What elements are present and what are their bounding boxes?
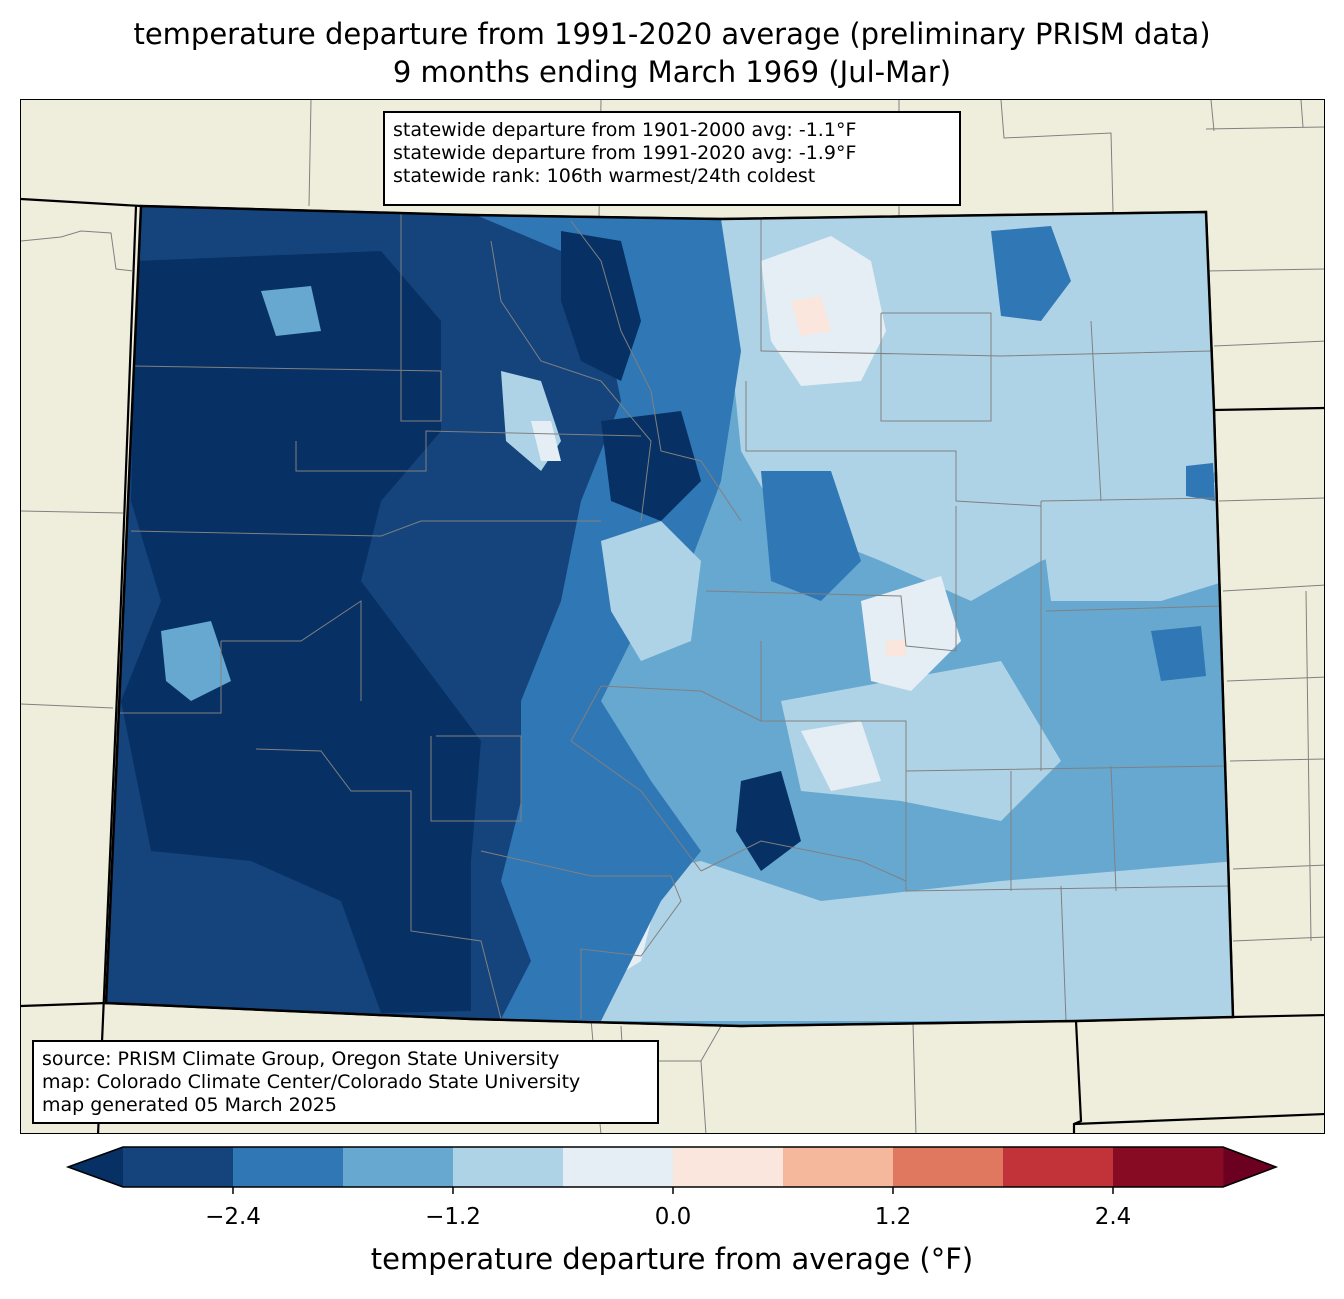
source-line-map: map: Colorado Climate Center/Colorado St… xyxy=(42,1071,581,1093)
temperature-departure-field xyxy=(106,206,1233,1026)
colorbar-bin-5 xyxy=(673,1147,784,1187)
contour-valley-light-2 xyxy=(601,521,701,661)
colorbar-bin-7 xyxy=(893,1147,1004,1187)
contour-valley-light-3 xyxy=(161,621,231,701)
colorbar-tick-label: 2.4 xyxy=(1094,1204,1132,1230)
contour-se-light xyxy=(1041,481,1226,601)
stats-line-rank: statewide rank: 106th warmest/24th colde… xyxy=(393,165,816,187)
colorbar-tick-label: −2.4 xyxy=(205,1204,261,1230)
utah-border xyxy=(96,205,138,1133)
colorbar-bin-2 xyxy=(343,1147,454,1187)
colorbar-over-extension xyxy=(1223,1147,1276,1187)
colorbar-bin-8 xyxy=(1003,1147,1114,1187)
contour-valley-light-5 xyxy=(531,421,561,461)
contour-sawatch-darkest xyxy=(601,411,701,521)
contour-north-darkest xyxy=(561,231,641,381)
colorbar-bin-9 xyxy=(1113,1147,1224,1187)
colorbar xyxy=(65,1146,1279,1194)
contour-sw-plains-light xyxy=(561,861,1233,1021)
colorbar-tick-label: 0.0 xyxy=(654,1204,692,1230)
colorbar-tick-label: 1.2 xyxy=(874,1204,912,1230)
colorbar-bin-3 xyxy=(453,1147,564,1187)
contour-e-blue xyxy=(1151,626,1206,681)
map-title-line-2: 9 months ending March 1969 (Jul-Mar) xyxy=(392,55,952,89)
stats-line-1901-2000: statewide departure from 1901-2000 avg: … xyxy=(393,119,857,141)
contour-central-neutral xyxy=(861,576,961,691)
contour-warm-ne xyxy=(791,296,831,336)
contour-warm-central xyxy=(886,639,906,656)
map-title-line-1: temperature departure from 1991-2020 ave… xyxy=(133,17,1211,51)
colorbar-bin-6 xyxy=(783,1147,894,1187)
colorbar-bin-1 xyxy=(233,1147,344,1187)
colorado-county-lines xyxy=(116,213,1232,1022)
statewide-stats-box: statewide departure from 1901-2000 avg: … xyxy=(383,111,961,206)
contour-e-blue-2 xyxy=(1186,463,1215,501)
source-line-prism: source: PRISM Climate Group, Oregon Stat… xyxy=(42,1048,560,1070)
source-box: source: PRISM Climate Group, Oregon Stat… xyxy=(32,1040,659,1124)
stats-line-1991-2020: statewide departure from 1991-2020 avg: … xyxy=(393,142,857,164)
contour-mountains-darkest xyxy=(121,251,481,1013)
colorbar-bin-4 xyxy=(563,1147,674,1187)
colorado-state-border xyxy=(104,204,1235,1028)
map-frame xyxy=(20,99,1325,1134)
contour-valley-light-4 xyxy=(261,286,321,336)
contour-ne-blue xyxy=(991,226,1071,321)
colorbar-outline xyxy=(65,1146,1279,1188)
source-line-generated: map generated 05 March 2025 xyxy=(42,1094,337,1116)
contour-south-neutral xyxy=(801,721,881,791)
colorbar-bin-0 xyxy=(123,1147,234,1187)
colorbar-tick-label: −1.2 xyxy=(425,1204,481,1230)
contour-central-blue xyxy=(761,471,861,601)
oklahoma-border xyxy=(1072,1020,1324,1133)
colorbar-label: temperature departure from average (°F) xyxy=(370,1242,974,1276)
colorbar-under-extension xyxy=(68,1147,123,1187)
colorado-map xyxy=(21,100,1324,1133)
